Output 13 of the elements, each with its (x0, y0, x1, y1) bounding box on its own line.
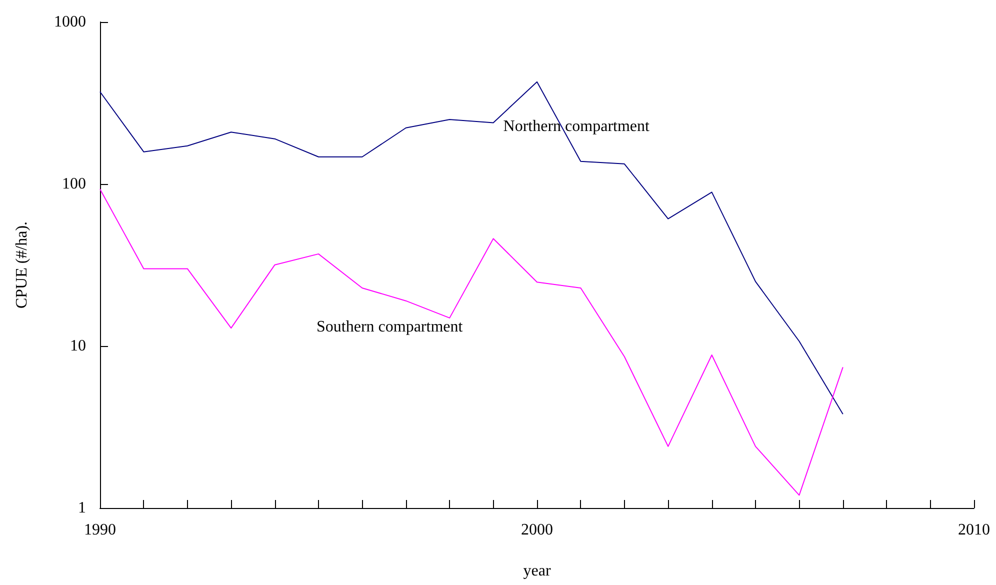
y-tick-label: 1 (78, 500, 86, 516)
x-tick-label: 1990 (84, 522, 116, 538)
line-series (100, 188, 844, 496)
y-tick-label: 10 (70, 338, 86, 354)
y-tick-label: 100 (62, 176, 86, 192)
y-axis-title: CPUE (#/ha). (14, 221, 30, 309)
x-axis-title: year (523, 562, 552, 580)
line-series (100, 81, 844, 415)
x-tick-label: 2000 (521, 522, 553, 538)
series-label: Southern compartment (316, 318, 464, 336)
series-label: Northern compartment (503, 118, 650, 136)
x-tick-label: 2010 (958, 522, 990, 538)
y-tick-label: 1000 (54, 14, 86, 30)
